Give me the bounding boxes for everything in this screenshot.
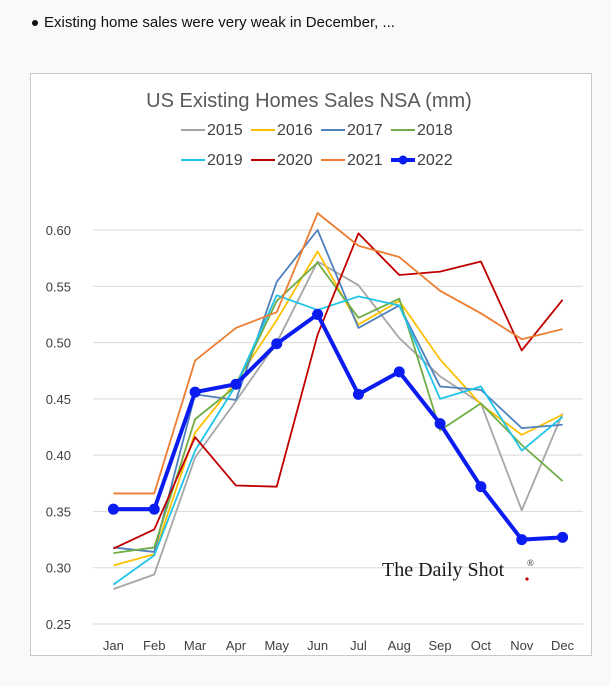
y-tick-label: 0.40	[46, 448, 71, 463]
series-2021	[113, 212, 563, 495]
x-tick-label: Apr	[226, 638, 247, 653]
series-2015	[113, 260, 564, 590]
x-tick-label: Jan	[103, 638, 124, 653]
legend-label: 2017	[347, 122, 383, 139]
bullet-dot-icon	[32, 19, 38, 26]
data-point-2022	[475, 481, 487, 493]
legend-item-2020: 2020	[251, 152, 313, 169]
series-line-2018	[113, 261, 564, 554]
y-tick-label: 0.30	[46, 561, 71, 576]
data-point-2022	[434, 418, 446, 430]
x-tick-label: Oct	[471, 638, 492, 653]
series-lines	[107, 212, 569, 590]
series-line-2015	[113, 260, 564, 590]
legend-label: 2020	[277, 152, 313, 169]
legend-item-2016: 2016	[251, 122, 313, 139]
data-point-2022	[352, 388, 364, 400]
legend-label: 2019	[207, 152, 243, 169]
data-point-2022	[107, 503, 119, 515]
x-tick-label: Jun	[307, 638, 328, 653]
legend-item-2017: 2017	[321, 122, 383, 139]
data-point-2022	[189, 386, 201, 398]
series-line-2022	[113, 312, 563, 542]
x-axis: Jan Feb Mar Apr May Jun Jul Aug Sep Oct Nov Dec	[103, 638, 575, 653]
chart-frame: US Existing Homes Sales NSA (mm) 2015 201…	[30, 73, 592, 656]
x-tick-label: May	[264, 638, 289, 653]
series-line-2021	[113, 212, 563, 495]
data-point-2022	[148, 503, 160, 515]
data-point-2022	[312, 308, 324, 320]
bullet-note: Existing home sales were very weak in De…	[32, 14, 395, 31]
x-tick-label: Dec	[551, 638, 575, 653]
y-tick-label: 0.35	[46, 504, 71, 519]
legend-item-2021: 2021	[321, 152, 383, 169]
watermark-text: The Daily Shot	[382, 559, 505, 581]
legend: 2015 2016 2017 2018 2019 2020 2021 2022	[181, 122, 453, 169]
series-2022	[107, 308, 569, 546]
legend-label: 2022	[417, 152, 453, 169]
legend-label: 2016	[277, 122, 313, 139]
x-tick-label: Nov	[510, 638, 534, 653]
y-tick-label: 0.45	[46, 392, 71, 407]
data-point-2022	[393, 366, 405, 378]
legend-label: 2021	[347, 152, 383, 169]
line-chart: US Existing Homes Sales NSA (mm) 2015 201…	[46, 90, 583, 653]
x-tick-label: Sep	[429, 638, 452, 653]
bullet-text: Existing home sales were very weak in De…	[44, 14, 395, 31]
watermark: The Daily Shot ®	[382, 558, 534, 581]
data-point-2022	[516, 534, 528, 546]
data-point-2022	[557, 531, 569, 543]
x-tick-label: Aug	[388, 638, 411, 653]
legend-label: 2018	[417, 122, 453, 139]
legend-item-2019: 2019	[181, 152, 243, 169]
y-axis: 0.60 0.55 0.50 0.45 0.40 0.35 0.30 0.25	[46, 223, 71, 632]
data-point-2022	[230, 378, 242, 390]
data-point-2022	[271, 338, 283, 350]
series-line-2019	[112, 294, 564, 586]
chart-title: US Existing Homes Sales NSA (mm)	[146, 90, 472, 112]
x-tick-label: Jul	[350, 638, 367, 653]
series-2019	[112, 294, 564, 586]
legend-item-2022: 2022	[391, 152, 453, 169]
x-tick-label: Feb	[143, 638, 165, 653]
legend-item-2018: 2018	[391, 122, 453, 139]
series-2018	[113, 261, 564, 554]
x-tick-label: Mar	[184, 638, 207, 653]
y-tick-label: 0.25	[46, 617, 71, 632]
y-tick-label: 0.55	[46, 279, 71, 294]
legend-label: 2015	[207, 122, 243, 139]
watermark-registered-mark: ®	[527, 558, 534, 568]
watermark-dot-icon	[525, 577, 529, 581]
y-tick-label: 0.60	[46, 223, 71, 238]
series-line-2020	[113, 232, 564, 550]
legend-item-2015: 2015	[181, 122, 243, 139]
y-tick-label: 0.50	[46, 336, 71, 351]
series-2020	[113, 232, 564, 550]
legend-marker-icon	[398, 155, 408, 165]
